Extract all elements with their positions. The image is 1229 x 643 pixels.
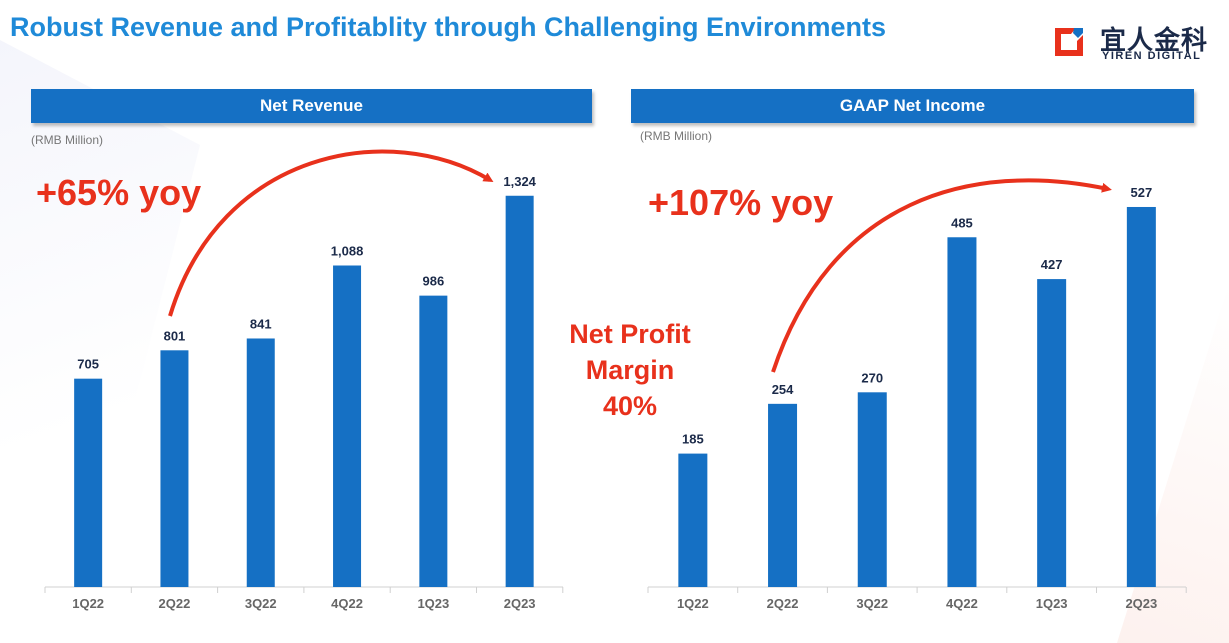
net-revenue-header: Net Revenue	[31, 89, 592, 123]
revenue-bar	[246, 338, 275, 587]
revenue-bar	[419, 295, 448, 587]
revenue-value-label: 1,088	[331, 243, 364, 258]
net-profit-margin-note: Net Profit Margin 40%	[545, 316, 715, 424]
income-growth-arrow	[771, 178, 1112, 373]
net-income-unit: (RMB Million)	[640, 129, 712, 143]
income-bar	[678, 453, 708, 587]
income-value-label: 254	[772, 382, 794, 397]
income-value-label: 270	[861, 370, 883, 385]
revenue-bar	[160, 350, 189, 587]
revenue-value-label: 841	[250, 316, 272, 331]
revenue-bar	[505, 195, 534, 587]
revenue-growth-label: +65% yoy	[36, 172, 202, 213]
margin-note-line-2: Margin	[585, 355, 675, 385]
company-logo: 宜人金科 YIREN DIGITAL	[1052, 20, 1212, 64]
income-bar	[1037, 279, 1067, 587]
revenue-tick-label: 1Q22	[72, 596, 104, 611]
income-tick-label: 3Q22	[856, 596, 888, 611]
net-income-header: GAAP Net Income	[631, 89, 1194, 123]
income-tick-label: 1Q22	[677, 596, 709, 611]
logo-chinese-text: 宜人金科	[1100, 25, 1209, 55]
margin-note-line-1: Net Profit	[569, 319, 691, 349]
income-growth-label: +107% yoy	[648, 182, 834, 223]
revenue-tick-label: 2Q22	[159, 596, 191, 611]
revenue-tick-label: 2Q23	[504, 596, 536, 611]
revenue-value-label: 705	[77, 357, 99, 372]
income-tick-label: 2Q23	[1125, 596, 1157, 611]
yiren-logo-mark-icon	[1055, 28, 1083, 56]
net-revenue-chart: 705 1Q22 801 2Q22 841 3Q22 1,088 4Q22 986 1Q23 1,3…	[44, 174, 564, 611]
revenue-bar	[333, 265, 362, 587]
income-bar	[857, 392, 887, 587]
revenue-tick-label: 1Q23	[417, 596, 449, 611]
income-tick-label: 2Q22	[767, 596, 799, 611]
income-value-label: 427	[1041, 257, 1063, 272]
margin-note-line-3: 40%	[602, 391, 658, 421]
income-tick-label: 1Q23	[1036, 596, 1068, 611]
page-title: Robust Revenue and Profitablity through …	[10, 12, 887, 42]
income-bar	[947, 237, 977, 588]
income-tick-label: 4Q22	[946, 596, 978, 611]
revenue-value-label: 986	[422, 274, 444, 289]
income-value-label: 185	[682, 432, 704, 447]
income-value-label: 485	[951, 215, 973, 230]
net-income-chart: 185 1Q22 254 2Q22 270 3Q22 485 4Q22 427 1Q23 527 2Q…	[647, 185, 1187, 611]
net-revenue-unit: (RMB Million)	[31, 133, 103, 147]
revenue-value-label: 1,324	[503, 174, 536, 189]
income-bar	[1126, 206, 1156, 588]
logo-english-text: YIREN DIGITAL	[1102, 50, 1202, 62]
revenue-bar	[74, 378, 103, 587]
income-bar	[768, 403, 798, 587]
revenue-value-label: 801	[164, 328, 186, 343]
revenue-tick-label: 4Q22	[331, 596, 363, 611]
income-value-label: 527	[1130, 185, 1152, 200]
revenue-growth-arrow	[168, 149, 494, 317]
revenue-tick-label: 3Q22	[245, 596, 277, 611]
